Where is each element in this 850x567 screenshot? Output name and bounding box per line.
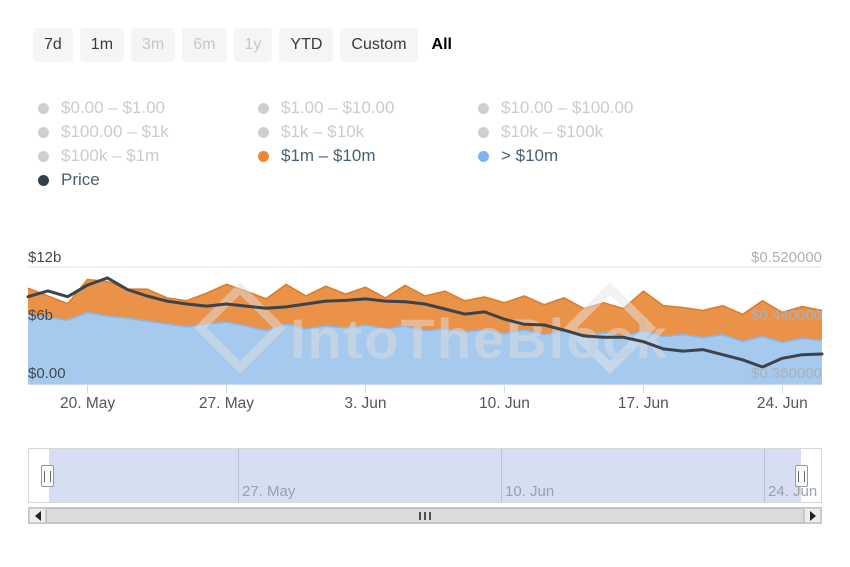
range-button-1m[interactable]: 1m	[79, 28, 125, 62]
navigator-date-label: 10. Jun	[505, 483, 555, 500]
navigator-selected-range[interactable]	[49, 449, 801, 502]
scrollbar-left-arrow-button[interactable]	[29, 508, 46, 523]
scrollbar-thumb[interactable]	[46, 508, 804, 523]
price-line	[26, 276, 824, 369]
legend-dot-icon	[258, 102, 269, 114]
area-edge-10m-plus	[27, 311, 823, 344]
range-button-6m: 6m	[182, 28, 227, 62]
area-edge-1m-10m	[27, 278, 823, 316]
thumb-grip-icon	[424, 511, 426, 520]
legend-item-label: $10k – $100k	[501, 122, 604, 141]
legend-item-label: $1m – $10m	[281, 146, 376, 165]
legend-item-10m[interactable]: > $10m	[478, 144, 698, 168]
right-axis-label: $0.520000	[751, 249, 822, 266]
legend-dot-icon	[478, 126, 489, 138]
legend-item-1k-10k[interactable]: $1k – $10k	[258, 120, 478, 144]
left-axis-label: $6b	[28, 307, 53, 324]
area-series-1m-10m	[28, 279, 822, 343]
x-axis-label: 10. Jun	[479, 395, 530, 412]
range-button-custom[interactable]: Custom	[340, 28, 418, 62]
time-range-toolbar: 7d 1m 3m 6m 1y YTD Custom All	[33, 28, 459, 62]
thumb-grip-icon	[419, 511, 421, 520]
range-navigator: 27. May 10. Jun 24. Jun	[28, 448, 822, 503]
range-button-3m: 3m	[131, 28, 176, 62]
range-button-all[interactable]: All	[431, 36, 452, 53]
legend-item-1-00-10-00[interactable]: $1.00 – $10.00	[258, 96, 478, 120]
range-button-1y: 1y	[233, 28, 273, 62]
handle-grip-icon	[798, 470, 805, 482]
range-button-ytd[interactable]: YTD	[279, 28, 334, 62]
area-series-10m-plus	[28, 312, 822, 384]
legend-item-100k-1m[interactable]: $100k – $1m	[38, 144, 258, 168]
legend-dot-icon	[478, 150, 489, 162]
horizontal-scrollbar[interactable]	[28, 507, 822, 524]
legend-item-label: $10.00 – $100.00	[501, 98, 634, 117]
legend-item-label: $100.00 – $1k	[61, 122, 169, 141]
legend-item-label: $0.00 – $1.00	[61, 98, 165, 117]
range-button-7d[interactable]: 7d	[33, 28, 73, 62]
x-axis-label: 3. Jun	[344, 395, 386, 412]
navigator-divider	[764, 449, 765, 502]
chart-legend: $0.00 – $1.00 $1.00 – $10.00 $10.00 – $100…	[38, 96, 738, 192]
legend-item-label: > $10m	[501, 146, 559, 165]
legend-dot-icon	[38, 150, 49, 162]
legend-dot-icon	[478, 102, 489, 114]
legend-item-10k-100k[interactable]: $10k – $100k	[478, 120, 698, 144]
legend-item-100-00-1k[interactable]: $100.00 – $1k	[38, 120, 258, 144]
legend-dot-icon	[38, 102, 49, 114]
x-axis-label: 27. May	[199, 395, 254, 412]
legend-item-label: Price	[61, 170, 100, 189]
legend-item-label: $100k – $1m	[61, 146, 160, 165]
navigator-right-handle[interactable]	[795, 465, 808, 487]
legend-item-10-00-100-00[interactable]: $10.00 – $100.00	[478, 96, 698, 120]
legend-dot-icon	[258, 150, 269, 162]
x-axis-label: 17. Jun	[618, 395, 669, 412]
handle-grip-icon	[44, 470, 51, 482]
legend-item-0-00-1-00[interactable]: $0.00 – $1.00	[38, 96, 258, 120]
chart-plot-area[interactable]: IntoTheBlock 20. May 27. May 3. Jun 10. Jun 1…	[0, 240, 850, 435]
watermark-diamond-icon	[564, 282, 656, 374]
legend-dot-icon	[38, 126, 49, 138]
navigator-date-label: 27. May	[242, 483, 296, 500]
legend-dot-icon	[38, 174, 49, 186]
navigator-divider	[238, 449, 239, 502]
legend-dot-icon	[258, 126, 269, 138]
navigator-divider	[501, 449, 502, 502]
legend-item-price[interactable]: Price	[38, 168, 258, 192]
arrow-left-icon	[34, 510, 41, 521]
x-axis-label: 24. Jun	[757, 395, 808, 412]
arrow-right-icon	[809, 510, 816, 521]
thumb-grip-icon	[429, 511, 431, 520]
legend-item-1m-10m[interactable]: $1m – $10m	[258, 144, 478, 168]
navigator-left-handle[interactable]	[41, 465, 54, 487]
left-axis-label: $0.00	[28, 365, 66, 382]
right-axis-label: $0.360000	[751, 365, 822, 382]
x-axis-label: 20. May	[60, 395, 115, 412]
left-axis-label: $12b	[28, 249, 61, 266]
scrollbar-right-arrow-button[interactable]	[804, 508, 821, 523]
legend-item-label: $1.00 – $10.00	[281, 98, 395, 117]
right-axis-label: $0.440000	[751, 307, 822, 324]
legend-item-label: $1k – $10k	[281, 122, 365, 141]
navigator-date-label: 24. Jun	[768, 483, 818, 500]
